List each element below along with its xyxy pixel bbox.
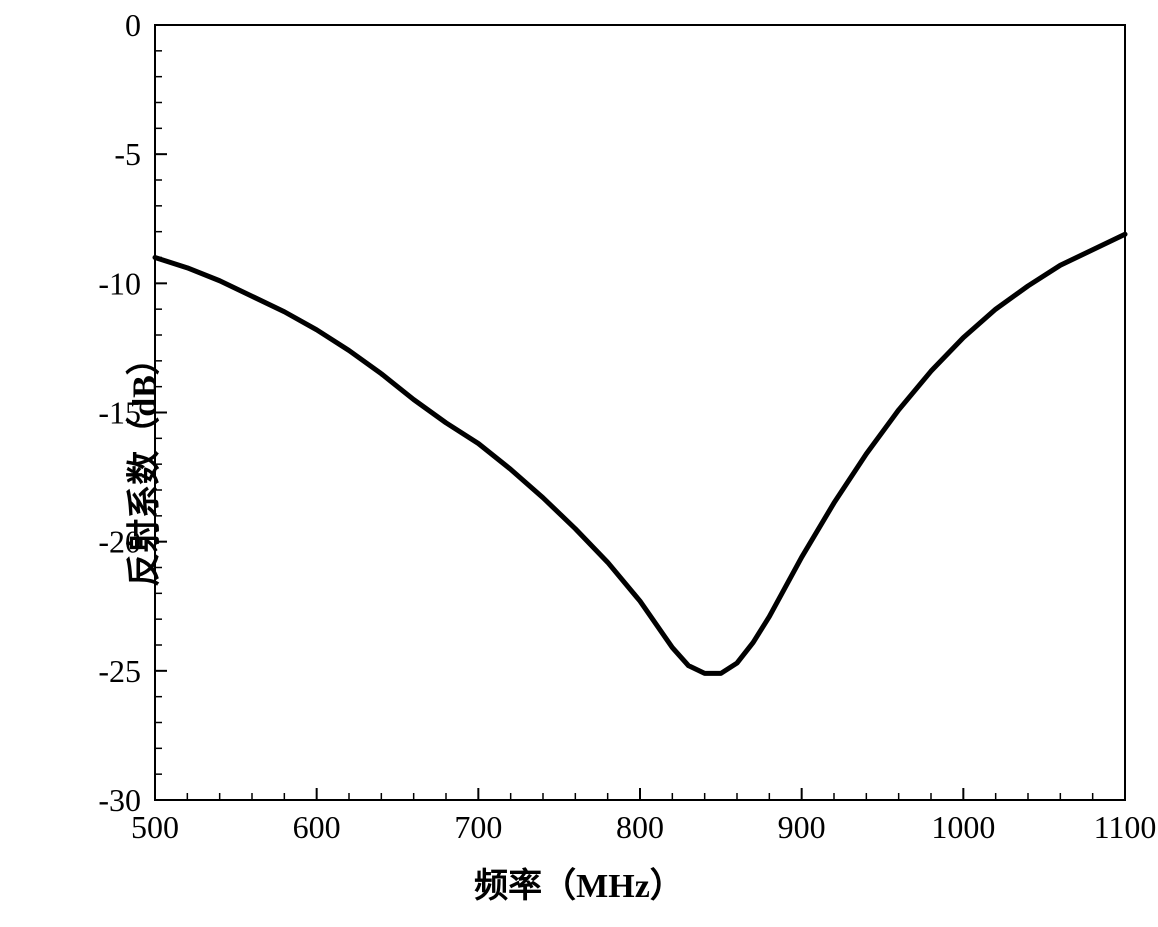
chart-container: 反射系数（dB） 频率（MHz） 0-5-10-15-20-25-3050060… bbox=[0, 0, 1158, 927]
svg-text:600: 600 bbox=[293, 809, 341, 845]
svg-text:700: 700 bbox=[454, 809, 502, 845]
line-chart: 0-5-10-15-20-25-305006007008009001000110… bbox=[0, 0, 1158, 927]
svg-text:800: 800 bbox=[616, 809, 664, 845]
svg-text:-25: -25 bbox=[98, 653, 141, 689]
svg-text:-10: -10 bbox=[98, 265, 141, 301]
svg-text:500: 500 bbox=[131, 809, 179, 845]
y-axis-label: 反射系数（dB） bbox=[116, 341, 165, 587]
svg-text:0: 0 bbox=[125, 7, 141, 43]
svg-text:1100: 1100 bbox=[1094, 809, 1157, 845]
x-axis-label: 频率（MHz） bbox=[474, 858, 684, 907]
svg-text:1000: 1000 bbox=[931, 809, 995, 845]
svg-text:900: 900 bbox=[778, 809, 826, 845]
svg-text:-5: -5 bbox=[114, 136, 141, 172]
